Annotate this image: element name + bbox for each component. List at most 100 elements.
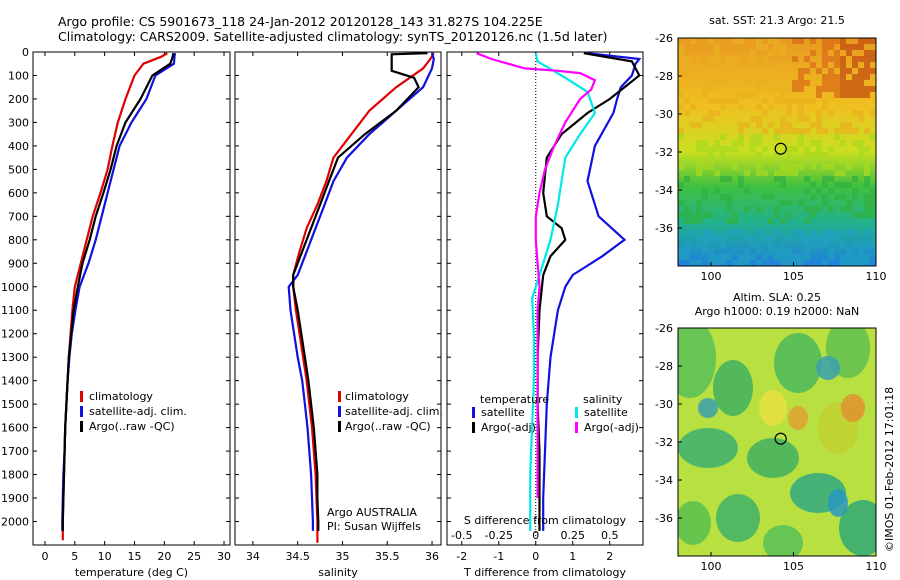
sst-cell bbox=[678, 128, 684, 134]
sst-cell bbox=[840, 68, 846, 74]
sst-cell bbox=[780, 254, 786, 260]
sst-cell bbox=[756, 164, 762, 170]
legend-label: Argo(-adj) bbox=[481, 421, 536, 434]
sst-cell bbox=[858, 110, 864, 116]
sst-cell bbox=[828, 188, 834, 194]
sst-cell bbox=[810, 62, 816, 68]
sst-cell bbox=[840, 194, 846, 200]
y-tick-label: 1200 bbox=[1, 328, 29, 341]
sst-cell bbox=[726, 230, 732, 236]
sst-cell bbox=[846, 80, 852, 86]
sst-cell bbox=[840, 260, 846, 266]
series-line-argorawqc bbox=[292, 52, 428, 531]
sst-cell bbox=[864, 242, 870, 248]
x-tick-label: 100 bbox=[701, 270, 722, 283]
sst-cell bbox=[798, 86, 804, 92]
sst-cell bbox=[714, 170, 720, 176]
sst-cell bbox=[756, 230, 762, 236]
sst-cell bbox=[828, 248, 834, 254]
sst-cell bbox=[852, 194, 858, 200]
sst-cell bbox=[708, 116, 714, 122]
sst-cell bbox=[678, 56, 684, 62]
sst-cell bbox=[864, 182, 870, 188]
sst-map-title: sat. SST: 21.3 Argo: 21.5 bbox=[709, 14, 845, 27]
sst-cell bbox=[780, 86, 786, 92]
y-tick-label: -30 bbox=[655, 398, 673, 411]
sla-feature bbox=[698, 398, 718, 418]
sla-feature bbox=[759, 390, 787, 426]
salinity-panel: 34 34.5 35 35.5 36 salinity climatology satelli… bbox=[234, 51, 443, 579]
sst-cell bbox=[846, 128, 852, 134]
sst-cell bbox=[828, 176, 834, 182]
sst-cell bbox=[840, 80, 846, 86]
sst-cell bbox=[702, 188, 708, 194]
x-tick-label: 0 bbox=[532, 550, 539, 563]
legend-label: Argo(..raw -QC) bbox=[89, 420, 175, 433]
x-tick-label: 1 bbox=[569, 550, 576, 563]
sst-cell bbox=[726, 218, 732, 224]
sst-cell bbox=[738, 176, 744, 182]
sst-cell bbox=[756, 116, 762, 122]
sst-cell bbox=[804, 152, 810, 158]
x-tick-label: 34.5 bbox=[285, 550, 310, 563]
y-tick-label: 1100 bbox=[1, 304, 29, 317]
sla-feature bbox=[816, 356, 840, 380]
sst-cell bbox=[852, 56, 858, 62]
sst-cell bbox=[678, 104, 684, 110]
sst-cell bbox=[846, 86, 852, 92]
sst-cell bbox=[738, 230, 744, 236]
sst-cell bbox=[750, 68, 756, 74]
sst-cell bbox=[864, 50, 870, 56]
sst-cell bbox=[720, 152, 726, 158]
sst-cell bbox=[756, 140, 762, 146]
y-tick-label: 1500 bbox=[1, 398, 29, 411]
sst-cell bbox=[780, 158, 786, 164]
sst-cell bbox=[786, 110, 792, 116]
sst-cell bbox=[840, 92, 846, 98]
sst-cell bbox=[756, 206, 762, 212]
sst-cell bbox=[762, 254, 768, 260]
sst-cell bbox=[696, 140, 702, 146]
sst-cell bbox=[810, 242, 816, 248]
legend-swatch bbox=[338, 391, 341, 402]
y-tick-label: 1000 bbox=[1, 281, 29, 294]
sst-cell bbox=[828, 230, 834, 236]
sst-cell bbox=[768, 86, 774, 92]
sst-cell bbox=[798, 254, 804, 260]
sst-cell bbox=[762, 128, 768, 134]
sst-cell bbox=[858, 80, 864, 86]
x-tick-label: 105 bbox=[783, 560, 804, 573]
sst-cell bbox=[786, 164, 792, 170]
sst-cell bbox=[804, 248, 810, 254]
sst-cell bbox=[720, 236, 726, 242]
sst-cell bbox=[846, 44, 852, 50]
sst-cell bbox=[810, 152, 816, 158]
sst-cell bbox=[792, 146, 798, 152]
sst-cell bbox=[708, 248, 714, 254]
sst-cell bbox=[834, 50, 840, 56]
y-tick-label: 600 bbox=[8, 187, 29, 200]
sst-cell bbox=[828, 146, 834, 152]
sst-cell bbox=[678, 248, 684, 254]
sst-cell bbox=[834, 128, 840, 134]
sst-cell bbox=[720, 134, 726, 140]
sst-cell bbox=[786, 128, 792, 134]
sst-cell bbox=[744, 188, 750, 194]
sst-cell bbox=[846, 254, 852, 260]
sst-cell bbox=[798, 80, 804, 86]
sst-cell bbox=[852, 140, 858, 146]
sst-cell bbox=[714, 80, 720, 86]
sst-cell bbox=[858, 74, 864, 80]
y-tick-label: 1400 bbox=[1, 375, 29, 388]
sst-cell bbox=[702, 146, 708, 152]
sst-cell bbox=[864, 74, 870, 80]
sst-cell bbox=[786, 254, 792, 260]
sst-cell bbox=[774, 134, 780, 140]
sst-cell bbox=[864, 260, 870, 266]
sst-cell bbox=[792, 80, 798, 86]
legend-label: satellite-adj. clim. bbox=[89, 405, 187, 418]
sst-cell bbox=[816, 110, 822, 116]
sst-cell bbox=[804, 254, 810, 260]
sst-cell bbox=[816, 242, 822, 248]
sst-cell bbox=[768, 242, 774, 248]
